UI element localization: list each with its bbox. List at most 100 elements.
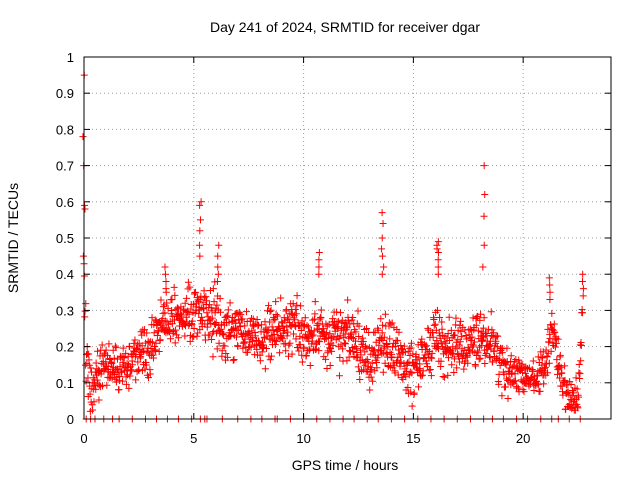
data-point bbox=[181, 332, 189, 340]
data-point bbox=[522, 363, 530, 371]
data-point bbox=[269, 327, 277, 335]
data-point bbox=[426, 366, 434, 374]
data-point bbox=[257, 321, 265, 329]
data-point bbox=[512, 356, 520, 364]
data-point bbox=[315, 347, 323, 355]
data-point bbox=[537, 353, 545, 361]
data-point bbox=[82, 300, 90, 308]
data-point bbox=[380, 333, 388, 341]
data-point bbox=[309, 331, 317, 339]
data-point bbox=[571, 396, 579, 404]
data-point bbox=[100, 366, 108, 374]
data-point bbox=[545, 359, 553, 367]
data-point bbox=[272, 311, 280, 319]
data-point bbox=[244, 331, 252, 339]
data-point bbox=[262, 344, 270, 352]
data-point bbox=[275, 324, 283, 332]
data-point bbox=[408, 402, 416, 410]
data-point bbox=[427, 354, 435, 362]
data-point bbox=[105, 340, 113, 348]
data-point bbox=[146, 370, 154, 378]
data-point bbox=[219, 330, 227, 338]
data-point bbox=[444, 371, 452, 379]
data-point bbox=[220, 331, 228, 339]
data-point bbox=[210, 328, 218, 336]
data-point bbox=[410, 389, 418, 397]
data-point bbox=[159, 303, 167, 311]
data-point bbox=[181, 299, 189, 307]
data-point bbox=[352, 328, 360, 336]
data-point bbox=[468, 333, 476, 341]
data-point bbox=[337, 341, 345, 349]
data-point bbox=[503, 344, 511, 352]
data-point bbox=[329, 315, 337, 323]
data-point bbox=[92, 385, 100, 393]
data-point bbox=[253, 316, 261, 324]
data-point bbox=[198, 313, 206, 321]
data-point bbox=[418, 335, 426, 343]
data-point bbox=[445, 313, 453, 321]
data-point bbox=[404, 347, 412, 355]
data-point bbox=[153, 332, 161, 340]
data-point bbox=[357, 351, 365, 359]
data-point bbox=[337, 309, 345, 317]
data-point bbox=[224, 312, 232, 320]
data-point bbox=[125, 384, 133, 392]
data-point bbox=[427, 372, 435, 380]
data-point bbox=[438, 325, 446, 333]
data-point bbox=[575, 393, 583, 401]
data-point bbox=[81, 307, 89, 315]
y-tick-label: 0 bbox=[67, 412, 74, 427]
data-point bbox=[237, 316, 245, 324]
data-point bbox=[434, 256, 442, 264]
data-point bbox=[283, 332, 291, 340]
data-point bbox=[476, 354, 484, 362]
data-point bbox=[339, 345, 347, 353]
data-point bbox=[511, 377, 519, 385]
data-point bbox=[474, 349, 482, 357]
data-point bbox=[397, 342, 405, 350]
data-point bbox=[271, 336, 279, 344]
data-point bbox=[475, 343, 483, 351]
data-point bbox=[430, 316, 438, 324]
data-point bbox=[480, 346, 488, 354]
data-point bbox=[143, 329, 151, 337]
data-point bbox=[167, 335, 175, 343]
data-point bbox=[296, 341, 304, 349]
data-point bbox=[203, 309, 211, 317]
data-point bbox=[406, 368, 414, 376]
y-tick-label: 0.3 bbox=[56, 303, 74, 318]
data-point bbox=[328, 334, 336, 342]
data-point bbox=[306, 361, 314, 369]
data-point bbox=[546, 334, 554, 342]
data-point bbox=[142, 361, 150, 369]
data-point bbox=[200, 305, 208, 313]
data-point bbox=[476, 316, 484, 324]
data-point bbox=[265, 302, 273, 310]
data-point bbox=[197, 198, 205, 206]
data-point bbox=[496, 361, 504, 369]
data-point bbox=[493, 343, 501, 351]
data-point bbox=[378, 245, 386, 253]
data-point bbox=[182, 313, 190, 321]
data-point bbox=[99, 382, 107, 390]
data-point bbox=[283, 314, 291, 322]
data-point bbox=[278, 335, 286, 343]
data-point bbox=[225, 318, 233, 326]
data-point bbox=[315, 248, 323, 256]
data-point bbox=[285, 352, 293, 360]
data-point bbox=[95, 396, 103, 404]
data-point bbox=[171, 339, 179, 347]
data-point bbox=[434, 238, 442, 246]
data-point bbox=[470, 338, 478, 346]
data-point bbox=[557, 363, 565, 371]
data-point bbox=[118, 368, 126, 376]
data-point bbox=[551, 336, 559, 344]
data-point bbox=[108, 359, 116, 367]
data-point bbox=[164, 304, 172, 312]
data-point bbox=[561, 376, 569, 384]
y-tick-label: 0.4 bbox=[56, 267, 74, 282]
data-point bbox=[379, 368, 387, 376]
data-point bbox=[436, 313, 444, 321]
data-point bbox=[161, 270, 169, 278]
